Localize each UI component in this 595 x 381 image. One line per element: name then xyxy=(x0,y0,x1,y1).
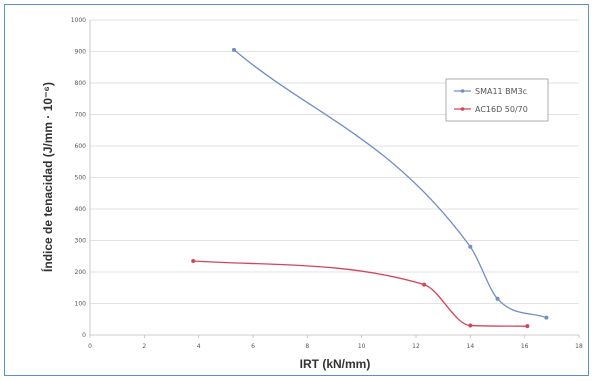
legend-label-0: SMA11 BM3c xyxy=(475,87,527,96)
data-point-1-2 xyxy=(468,323,473,328)
legend: SMA11 BM3c AC16D 50/70 xyxy=(445,78,549,122)
y-tick-9: 900 xyxy=(75,49,87,56)
data-point-1-0 xyxy=(191,258,196,263)
data-point-1-1 xyxy=(422,282,427,287)
data-point-0-3 xyxy=(544,315,549,320)
y-tick-2: 200 xyxy=(75,269,87,276)
chart: 0 100 200 300 400 500 600 700 800 900 1000 0 2 4 6 8 10… xyxy=(40,17,583,371)
y-tick-8: 800 xyxy=(75,80,87,87)
data-point-0-2 xyxy=(495,296,500,301)
x-tick-5: 10 xyxy=(358,343,366,350)
x-tick-8: 16 xyxy=(521,343,529,350)
y-tick-4: 400 xyxy=(75,206,87,213)
x-tick-4: 8 xyxy=(305,343,309,350)
series-group xyxy=(191,47,549,329)
x-tick-7: 14 xyxy=(467,343,475,350)
y-tick-0: 0 xyxy=(82,332,86,339)
y-tick-10: 1000 xyxy=(71,17,86,24)
x-tick-3: 6 xyxy=(251,343,255,350)
y-tick-1: 100 xyxy=(75,301,87,308)
series-line-1 xyxy=(193,260,528,327)
x-tick-9: 18 xyxy=(575,343,583,350)
data-point-1-3 xyxy=(525,324,530,329)
y-tick-5: 500 xyxy=(75,175,87,182)
x-tick-labels: 0 2 4 6 8 10 12 14 16 18 xyxy=(88,343,583,350)
legend-marker-1 xyxy=(460,107,465,111)
y-tick-7: 700 xyxy=(75,112,87,119)
legend-marker-0 xyxy=(460,89,465,93)
data-point-0-0 xyxy=(231,47,236,52)
x-tick-1: 2 xyxy=(142,343,146,350)
x-axis-title: IRT (kN/mm) xyxy=(300,357,371,371)
y-tick-labels: 0 100 200 300 400 500 600 700 800 900 1000 xyxy=(71,17,86,339)
x-tick-2: 4 xyxy=(197,343,201,350)
data-point-0-1 xyxy=(468,244,473,249)
legend-label-1: AC16D 50/70 xyxy=(475,105,528,114)
x-tick-6: 12 xyxy=(412,343,420,350)
grid-lines xyxy=(89,19,580,338)
y-tick-3: 300 xyxy=(75,238,87,245)
legend-box xyxy=(445,78,549,122)
x-tick-0: 0 xyxy=(88,343,92,350)
y-axis-title: Índice de tenacidad (J/mm · 10⁻⁶) xyxy=(40,82,55,272)
chart-frame: 0 100 200 300 400 500 600 700 800 900 1000 0 2 4 6 8 10… xyxy=(4,4,589,376)
y-tick-6: 600 xyxy=(75,143,87,150)
